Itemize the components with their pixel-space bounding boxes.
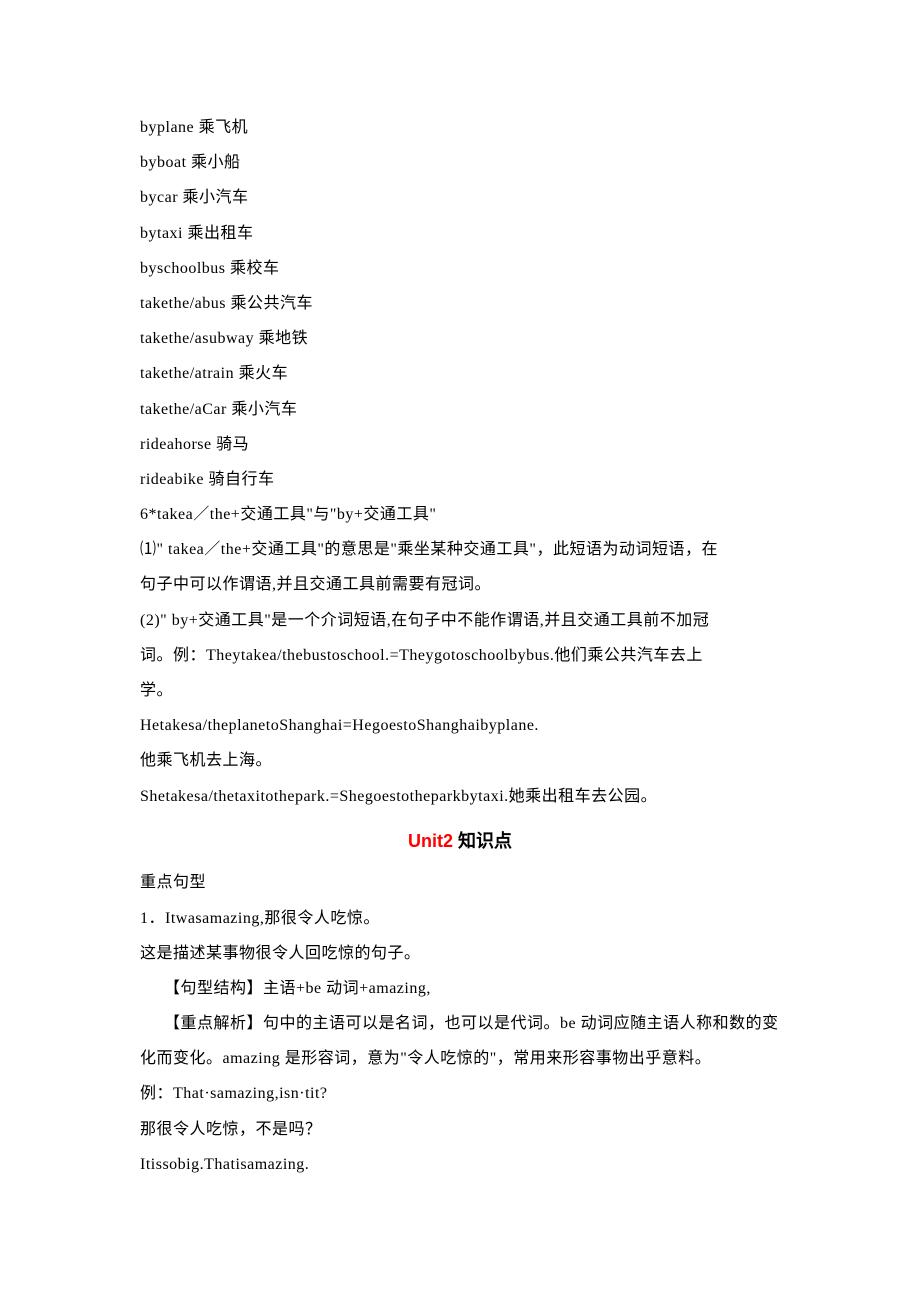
unit2-heading: 重点句型 bbox=[140, 865, 780, 900]
unit2-title-red: Unit2 bbox=[408, 831, 458, 851]
unit2-sentence-1: 1．Itwasamazing,那很令人吃惊。 bbox=[140, 901, 780, 936]
phrase-line: bycar 乘小汽车 bbox=[140, 180, 780, 215]
unit2-title: Unit2 知识点 bbox=[140, 822, 780, 862]
phrase-line: takethe/abus 乘公共汽车 bbox=[140, 286, 780, 321]
phrase-line: bytaxi 乘出租车 bbox=[140, 216, 780, 251]
grammar-point-2a: (2)" by+交通工具"是一个介词短语,在句子中不能作谓语,并且交通工具前不加… bbox=[140, 603, 780, 638]
document-page: byplane 乘飞机 byboat 乘小船 bycar 乘小汽车 bytaxi… bbox=[0, 0, 920, 1301]
phrase-line: byplane 乘飞机 bbox=[140, 110, 780, 145]
phrase-line: takethe/aCar 乘小汽车 bbox=[140, 392, 780, 427]
grammar-example-2: Shetakesa/thetaxitothepark.=Shegoestothe… bbox=[140, 779, 780, 814]
phrase-line: rideahorse 骑马 bbox=[140, 427, 780, 462]
unit2-sentence-1-desc: 这是描述某事物很令人回吃惊的句子。 bbox=[140, 936, 780, 971]
phrase-line: byschoolbus 乘校车 bbox=[140, 251, 780, 286]
unit2-analysis-a: 【重点解析】句中的主语可以是名词，也可以是代词。be 动词应随主语人称和数的变 bbox=[140, 1006, 780, 1041]
grammar-point-1b: 句子中可以作谓语,并且交通工具前需要有冠词。 bbox=[140, 567, 780, 602]
unit2-structure: 【句型结构】主语+be 动词+amazing, bbox=[140, 971, 780, 1006]
phrase-line: takethe/asubway 乘地铁 bbox=[140, 321, 780, 356]
grammar-title: 6*takea／the+交通工具"与"by+交通工具" bbox=[140, 497, 780, 532]
grammar-point-2c: 学。 bbox=[140, 673, 780, 708]
grammar-example-1-cn: 他乘飞机去上海。 bbox=[140, 743, 780, 778]
unit2-example: 例：That·samazing,isn·tit? bbox=[140, 1076, 780, 1111]
phrase-line: rideabike 骑自行车 bbox=[140, 462, 780, 497]
unit2-analysis-b: 化而变化。amazing 是形容词，意为"令人吃惊的"，常用来形容事物出乎意料。 bbox=[140, 1041, 780, 1076]
grammar-point-2b: 词。例：Theytakea/thebustoschool.=Theygotosc… bbox=[140, 638, 780, 673]
unit2-example-cn: 那很令人吃惊，不是吗？ bbox=[140, 1112, 780, 1147]
phrase-line: byboat 乘小船 bbox=[140, 145, 780, 180]
unit2-title-black: 知识点 bbox=[458, 831, 512, 851]
phrase-line: takethe/atrain 乘火车 bbox=[140, 356, 780, 391]
grammar-example-1: Hetakesa/theplanetoShanghai=HegoestoShan… bbox=[140, 708, 780, 743]
grammar-point-1a: ⑴" takea／the+交通工具"的意思是"乘坐某种交通工具"，此短语为动词短… bbox=[140, 532, 780, 567]
unit2-example-2: Itissobig.Thatisamazing. bbox=[140, 1147, 780, 1182]
